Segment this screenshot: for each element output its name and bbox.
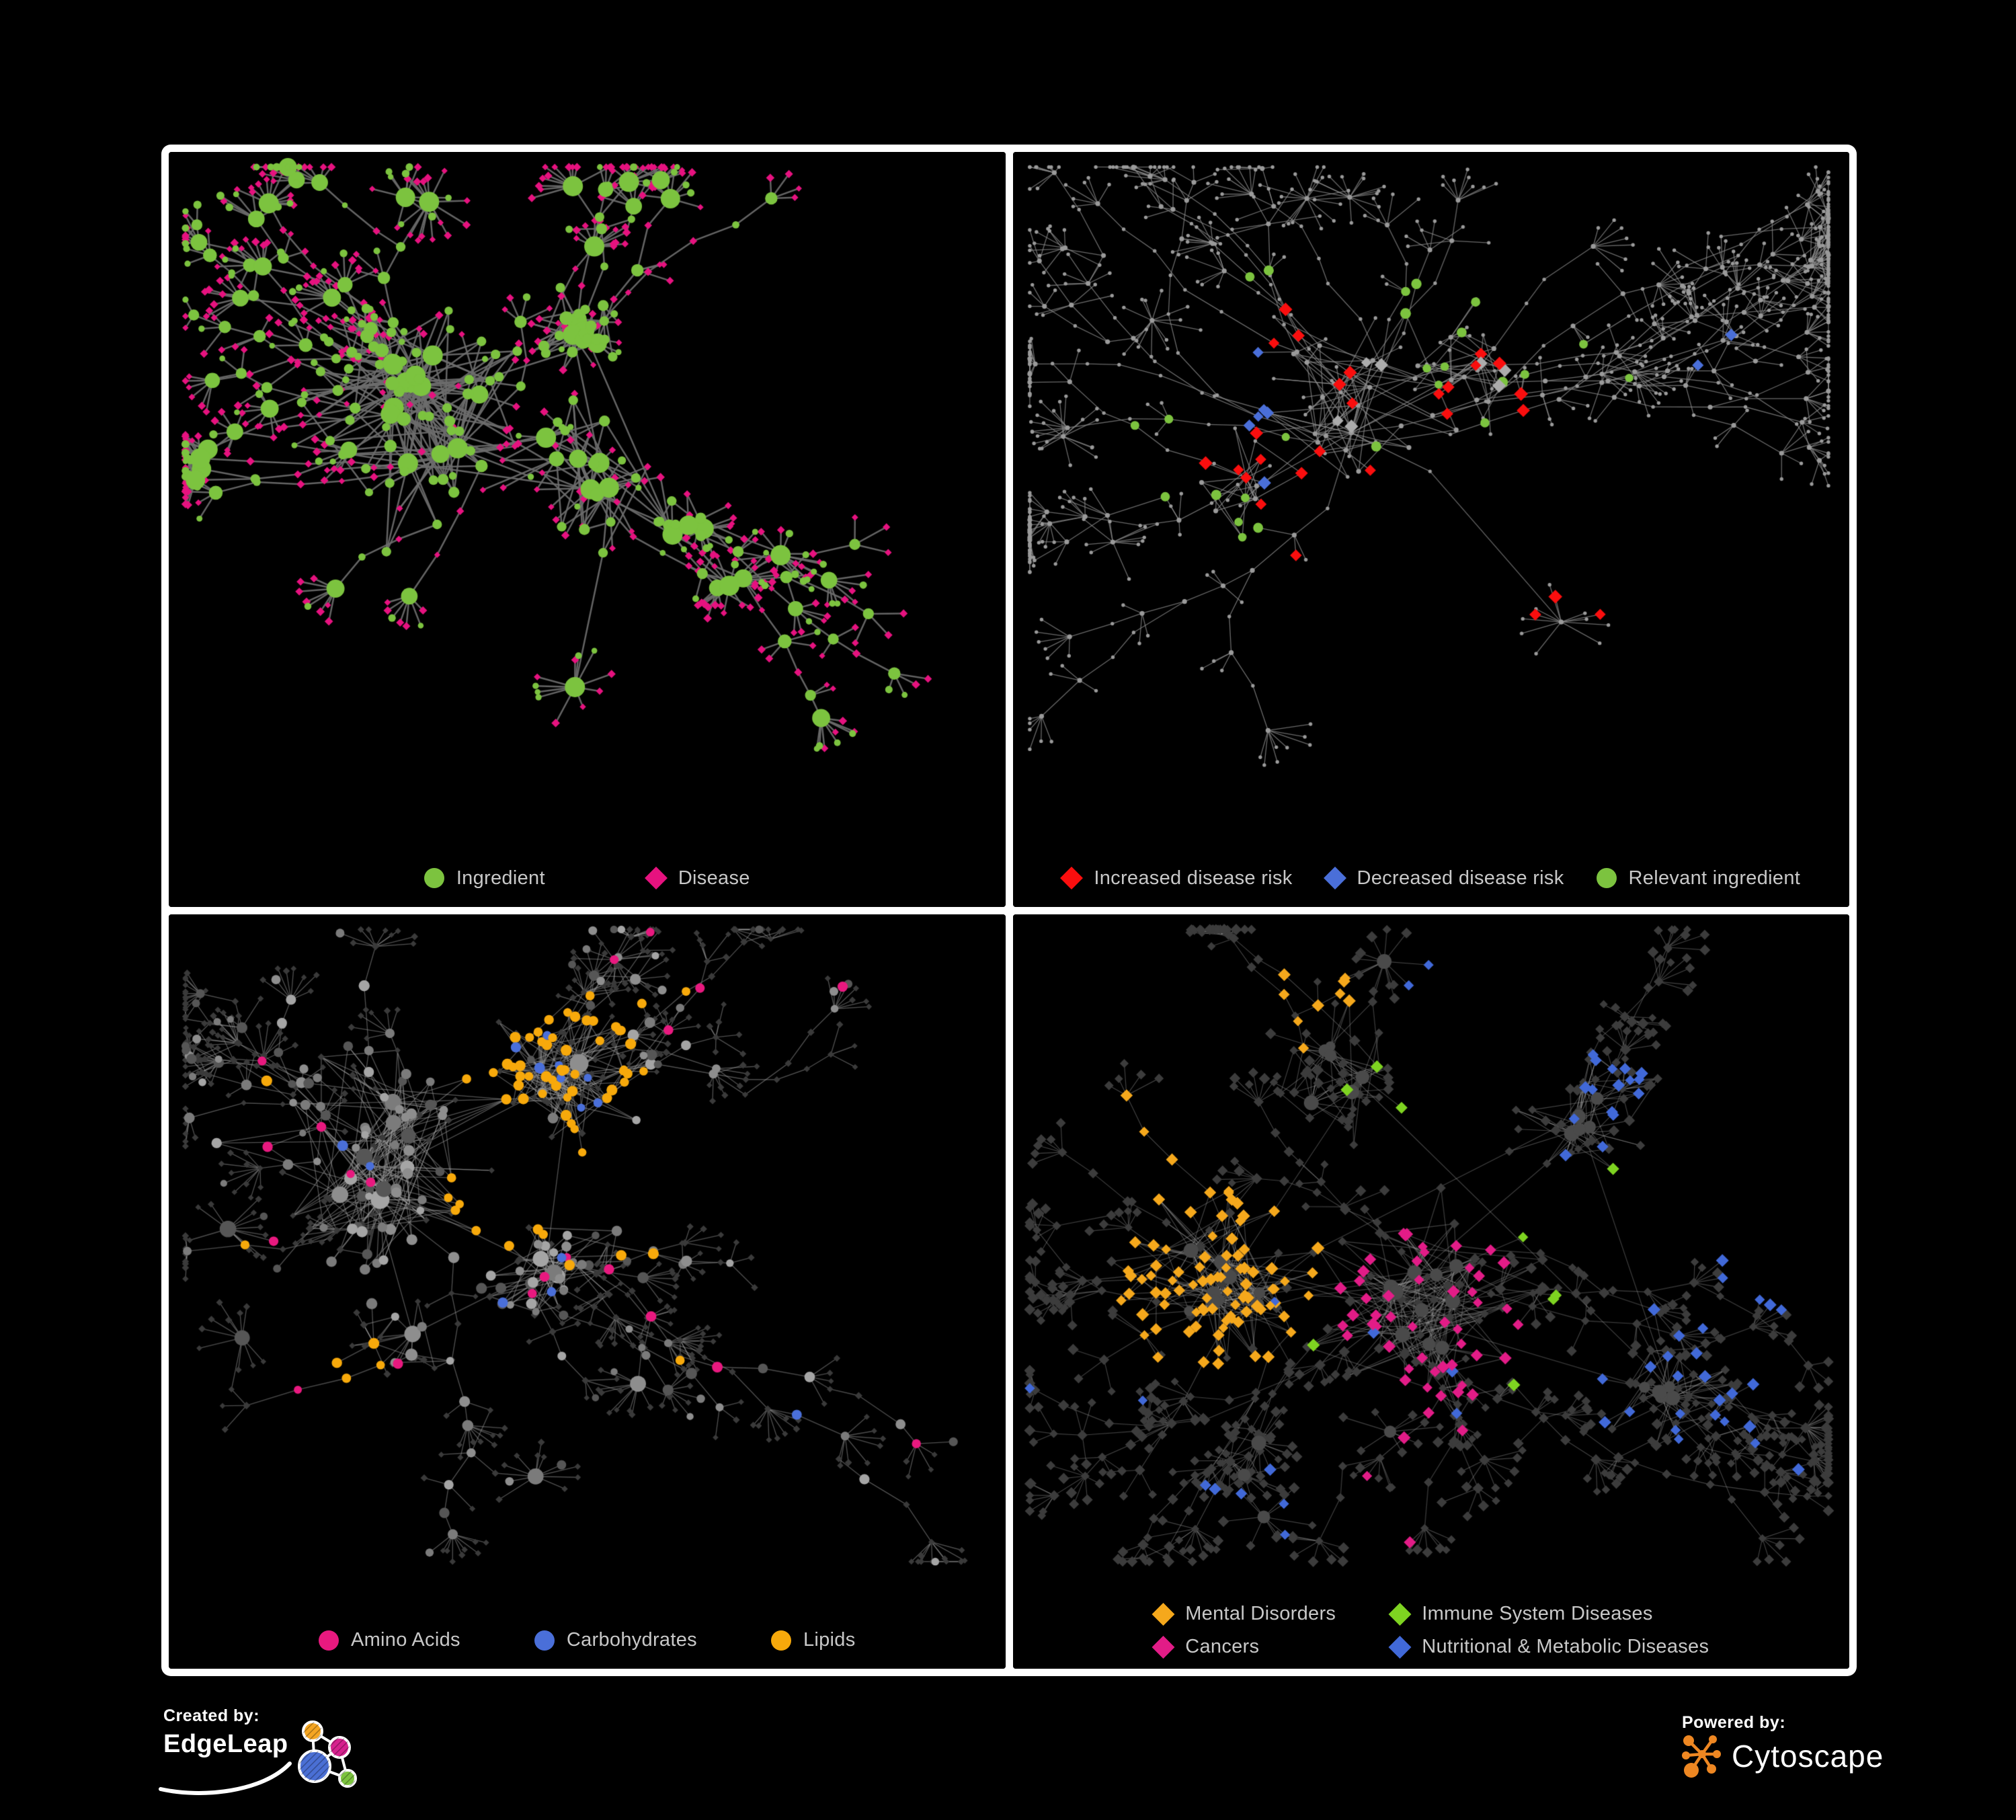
legend-label: Decreased disease risk: [1357, 867, 1564, 889]
legend-marker-diamond: [1152, 1602, 1175, 1626]
legend-marker-circle: [534, 1630, 555, 1651]
legend-label: Amino Acids: [350, 1629, 460, 1651]
nutrient-categories-network-canvas: [169, 914, 1006, 1669]
legend-label: Ingredient: [456, 867, 545, 889]
figure-grid: Ingredient Disease Increased disease risk…: [161, 145, 1857, 1676]
legend-marker-diamond: [1060, 867, 1084, 889]
panel-disease-risk-network: Increased disease risk Decreased disease …: [1012, 152, 1850, 907]
legend-item: Amino Acids: [318, 1629, 460, 1651]
cytoscape-logo-icon: [1682, 1735, 1721, 1778]
ingredient-disease-network-canvas: [169, 152, 1006, 907]
disease-risk-network-canvas: [1012, 152, 1849, 907]
legend-label: Cancers: [1185, 1636, 1260, 1657]
legend-marker-diamond: [1388, 1635, 1412, 1659]
legend-marker-diamond: [1388, 1602, 1412, 1626]
legend-item: Increased disease risk: [1060, 867, 1293, 889]
panel-nutrient-categories-network: Amino Acids Carbohydrates Lipids: [169, 914, 1006, 1669]
legend-item: Ingredient: [424, 867, 545, 889]
legend-item: Nutritional & Metabolic Diseases: [1388, 1635, 1709, 1659]
edgeleap-logo-icon: [298, 1720, 357, 1788]
edgeleap-brand-row: EdgeLeap: [159, 1720, 357, 1795]
legend-label: Immune System Diseases: [1422, 1603, 1653, 1624]
legend-label: Carbohydrates: [566, 1629, 697, 1651]
legend-label: Disease: [678, 867, 750, 889]
disease-categories-network-canvas: [1012, 914, 1849, 1669]
cytoscape-branding: Powered by:: [1682, 1713, 1884, 1778]
powered-by-label: Powered by:: [1682, 1713, 1786, 1732]
edgeleap-branding: Created by: EdgeLeap: [159, 1706, 357, 1795]
panel-disease-categories-network: Mental Disorders Immune System Diseases Ca…: [1012, 914, 1849, 1669]
legend-label: Mental Disorders: [1185, 1603, 1336, 1624]
legend-item: Relevant ingredient: [1596, 867, 1801, 889]
legend-item: Decreased disease risk: [1323, 867, 1564, 889]
legend-marker-circle: [770, 1630, 791, 1651]
legend-item: Disease: [644, 867, 750, 889]
legend-item: Carbohydrates: [534, 1629, 697, 1651]
legend-marker-circle: [318, 1630, 339, 1651]
disease-categories-legend: Mental Disorders Immune System Diseases Ca…: [1152, 1602, 1709, 1659]
edgeleap-wordmark: EdgeLeap: [163, 1730, 288, 1758]
disease-risk-legend: Increased disease risk Decreased disease …: [1013, 867, 1850, 889]
legend-item: Mental Disorders: [1152, 1602, 1336, 1626]
legend-marker-circle: [1596, 868, 1617, 888]
legend-item: Immune System Diseases: [1388, 1602, 1653, 1626]
legend-label: Nutritional & Metabolic Diseases: [1422, 1636, 1709, 1657]
legend-marker-diamond: [644, 867, 668, 889]
cytoscape-brand-row: Cytoscape: [1682, 1734, 1884, 1778]
nutrient-categories-legend: Amino Acids Carbohydrates Lipids: [169, 1629, 1006, 1651]
legend-marker-circle: [424, 868, 444, 888]
cytoscape-wordmark: Cytoscape: [1732, 1739, 1884, 1774]
legend-label: Lipids: [803, 1629, 856, 1651]
legend-marker-diamond: [1152, 1635, 1175, 1659]
legend-label: Relevant ingredient: [1628, 867, 1801, 889]
legend-item: Lipids: [770, 1629, 856, 1651]
ingredient-disease-legend: Ingredient Disease: [169, 867, 1006, 889]
legend-label: Increased disease risk: [1094, 867, 1293, 889]
legend-marker-diamond: [1323, 867, 1346, 889]
legend-item: Cancers: [1152, 1635, 1260, 1659]
panel-ingredient-disease-network: Ingredient Disease: [169, 152, 1006, 907]
created-by-label: Created by:: [163, 1706, 260, 1725]
